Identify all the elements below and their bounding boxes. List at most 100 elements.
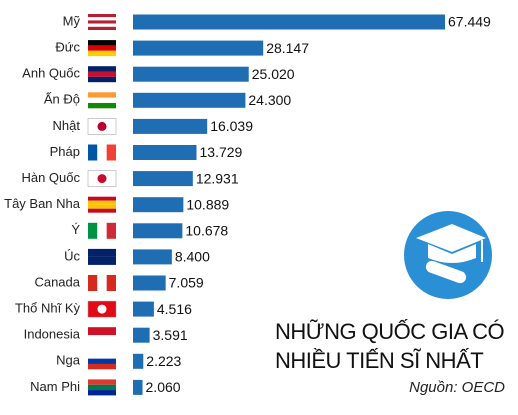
bar xyxy=(133,275,166,291)
flag-stripe xyxy=(88,335,116,344)
value-label: 24.300 xyxy=(248,92,291,108)
flag xyxy=(88,379,116,396)
flag xyxy=(88,40,116,57)
category-label: Indonesia xyxy=(24,327,81,342)
flag xyxy=(88,66,116,83)
flag-stripe xyxy=(88,20,116,24)
flag-stripe xyxy=(88,102,116,109)
flag-stripe xyxy=(88,208,116,213)
category-label: Nhật xyxy=(53,118,81,133)
flag-stripe xyxy=(106,275,116,291)
flag-stripe xyxy=(88,144,98,161)
bar xyxy=(133,171,193,187)
flag xyxy=(88,14,116,30)
category-label: Hàn Quốc xyxy=(21,170,80,185)
flag-stripe xyxy=(88,275,98,291)
flag xyxy=(88,327,116,344)
category-label: Mỹ xyxy=(63,13,81,28)
value-label: 3.591 xyxy=(153,327,188,343)
flag xyxy=(87,170,117,187)
flag-stripe xyxy=(88,256,116,265)
flag-stripe xyxy=(88,23,116,27)
flag xyxy=(88,353,116,370)
flag-stripe xyxy=(88,248,116,257)
flag-stripe xyxy=(88,45,116,51)
flag-stripe xyxy=(88,222,98,239)
category-label: Nam Phi xyxy=(30,379,80,394)
flag-stripe xyxy=(106,222,116,239)
bar xyxy=(133,301,154,317)
category-label: Ý xyxy=(71,222,80,237)
category-label: Nga xyxy=(56,353,81,368)
bar xyxy=(133,353,144,369)
value-label: 7.059 xyxy=(169,275,204,291)
flag-stripe xyxy=(88,76,116,83)
flag xyxy=(88,196,116,213)
value-label: 2.060 xyxy=(146,379,181,395)
category-label: Úc xyxy=(64,248,80,263)
value-label: 10.889 xyxy=(186,196,229,212)
category-label: Pháp xyxy=(50,144,80,159)
flag-stripe xyxy=(88,204,116,209)
flag-stripe xyxy=(88,66,116,72)
bar xyxy=(133,14,445,30)
flag xyxy=(87,118,117,135)
flag-stripe xyxy=(88,50,116,57)
value-label: 13.729 xyxy=(200,144,243,160)
value-label: 12.931 xyxy=(196,170,239,186)
value-label: 28.147 xyxy=(266,40,309,56)
value-label: 10.678 xyxy=(185,223,228,239)
value-label: 4.516 xyxy=(157,301,192,317)
flag-disc xyxy=(97,174,107,184)
bar xyxy=(133,66,249,82)
flag-stripe xyxy=(88,14,116,18)
flag-stripe xyxy=(97,275,107,291)
bar xyxy=(133,40,264,56)
flag-stripe xyxy=(97,222,107,239)
flag-disc xyxy=(97,121,107,131)
value-label: 67.449 xyxy=(448,14,491,30)
flag xyxy=(88,144,116,161)
bar xyxy=(133,118,208,134)
flag-stripe xyxy=(88,363,116,370)
bar xyxy=(133,379,143,395)
category-label: Thổ Nhĩ Kỳ xyxy=(15,301,81,316)
category-label: Đức xyxy=(55,40,80,55)
category-label: Ấn Độ xyxy=(44,92,80,107)
bar xyxy=(133,223,183,239)
flag xyxy=(88,92,116,109)
bar xyxy=(133,92,246,108)
value-label: 2.223 xyxy=(146,353,181,369)
flag-stripe xyxy=(106,144,116,161)
bar xyxy=(133,197,184,213)
flag-disc xyxy=(97,304,107,314)
flag-stripe xyxy=(88,384,116,391)
title-line-1: NHỮNG QUỐC GIA CÓ xyxy=(275,318,504,344)
flag-stripe xyxy=(97,144,107,161)
flag-stripe xyxy=(88,196,116,201)
flag-stripe xyxy=(88,40,116,46)
bar xyxy=(133,327,150,343)
graduation-icon xyxy=(404,211,492,299)
flag xyxy=(87,300,117,318)
bar xyxy=(133,145,197,160)
title-line-2: NHIỀU TIẾN SĨ NHẤT xyxy=(275,348,483,373)
flag-stripe xyxy=(88,71,116,77)
flag-stripe xyxy=(88,17,116,21)
category-label: Anh Quốc xyxy=(22,66,80,81)
flag-stripe xyxy=(88,26,116,30)
category-label: Tây Ban Nha xyxy=(4,196,81,211)
value-label: 16.039 xyxy=(210,118,253,134)
flag-stripe xyxy=(88,200,116,205)
flag-stripe xyxy=(88,327,116,336)
category-label: Canada xyxy=(34,274,80,289)
flag-stripe xyxy=(88,92,116,98)
value-label: 8.400 xyxy=(175,249,210,265)
flag-stripe xyxy=(88,353,116,359)
source: Nguồn: OECD xyxy=(409,379,505,396)
flag xyxy=(88,222,116,239)
bar xyxy=(133,249,172,265)
value-label: 25.020 xyxy=(252,66,295,82)
